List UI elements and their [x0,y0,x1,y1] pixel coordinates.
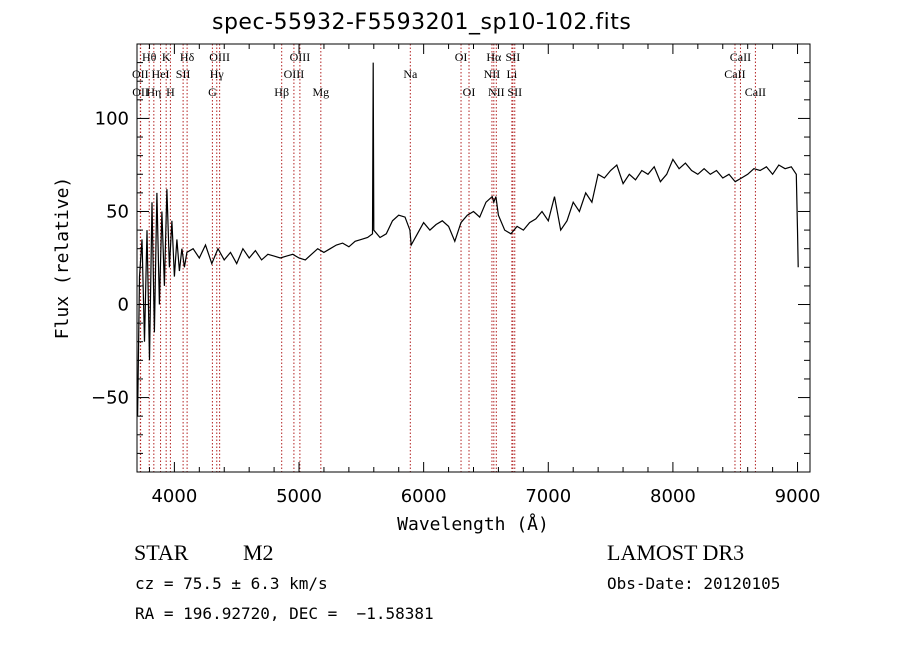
line-marker-label-13: OIII [284,67,305,81]
flux-series-line [137,62,799,417]
line-marker-label-2: Hδ [180,50,195,64]
line-marker-label-15: NII [484,67,501,81]
line-marker-label-20: H [166,85,175,99]
line-marker-label-27: CaII [745,85,766,99]
x-tick-label-1: 5000 [276,486,322,507]
line-marker-label-3: OIII [209,50,230,64]
emission-line-labels: Hθ K Hδ OIII OIII OI Hα SII CaII OII HeI SII Hγ OIII N… [132,50,766,99]
y-tick-label-0: −50 [91,388,129,409]
y-tick-labels: −50 0 50 100 [91,108,129,408]
x-tick-label-4: 8000 [650,486,696,507]
line-marker-label-25: NII [488,85,505,99]
plot-frame [136,43,811,473]
coordinates: RA = 196.92720, DEC = −1.58381 [135,604,434,623]
x-axis-label: Wavelength (Å) [397,513,549,535]
x-tick-labels: 4000 5000 6000 7000 8000 9000 [151,486,820,507]
x-tick-label-0: 4000 [151,486,197,507]
line-marker-label-22: Hβ [274,85,289,99]
object-class: STAR [134,540,189,565]
x-axis-ticks [148,44,799,472]
line-marker-label-5: OI [455,50,468,64]
line-marker-label-9: OII [132,67,149,81]
line-marker-label-11: SII [176,67,191,81]
y-axis-ticks [137,62,810,454]
line-marker-label-7: SII [506,50,521,64]
line-marker-label-24: OI [463,85,476,99]
observation-date: Obs-Date: 20120105 [607,574,781,593]
redshift-cz: cz = 75.5 ± 6.3 km/s [135,574,328,593]
line-marker-label-18: OII [132,85,149,99]
line-marker-label-12: Hγ [210,67,225,81]
y-axis-label: Flux (relative) [52,177,73,340]
line-marker-label-14: Na [403,67,418,81]
line-marker-label-17: CaII [724,67,745,81]
line-marker-label-16: Li [507,67,518,81]
object-subclass: M2 [243,540,274,565]
line-marker-label-21: G [208,85,217,99]
line-marker-label-19: Hη [146,85,161,99]
line-marker-label-8: CaII [730,50,751,64]
chart-title: spec-55932-F5593201_sp10-102.fits [212,10,632,35]
line-marker-label-26: SII [507,85,522,99]
line-marker-label-1: K [162,50,171,64]
y-tick-label-2: 50 [106,201,129,222]
line-marker-label-0: Hθ [142,50,157,64]
line-marker-label-23: Mg [312,85,329,99]
x-tick-label-2: 6000 [401,486,447,507]
x-tick-label-5: 9000 [775,486,821,507]
line-marker-label-6: Hα [486,50,502,64]
line-marker-label-4: OIII [290,50,311,64]
survey-name: LAMOST DR3 [607,540,745,565]
y-tick-label-1: 0 [118,295,129,316]
emission-line-markers [139,44,756,472]
line-marker-label-10: HeI [152,67,170,81]
x-tick-label-3: 7000 [525,486,571,507]
y-tick-label-3: 100 [95,108,129,129]
